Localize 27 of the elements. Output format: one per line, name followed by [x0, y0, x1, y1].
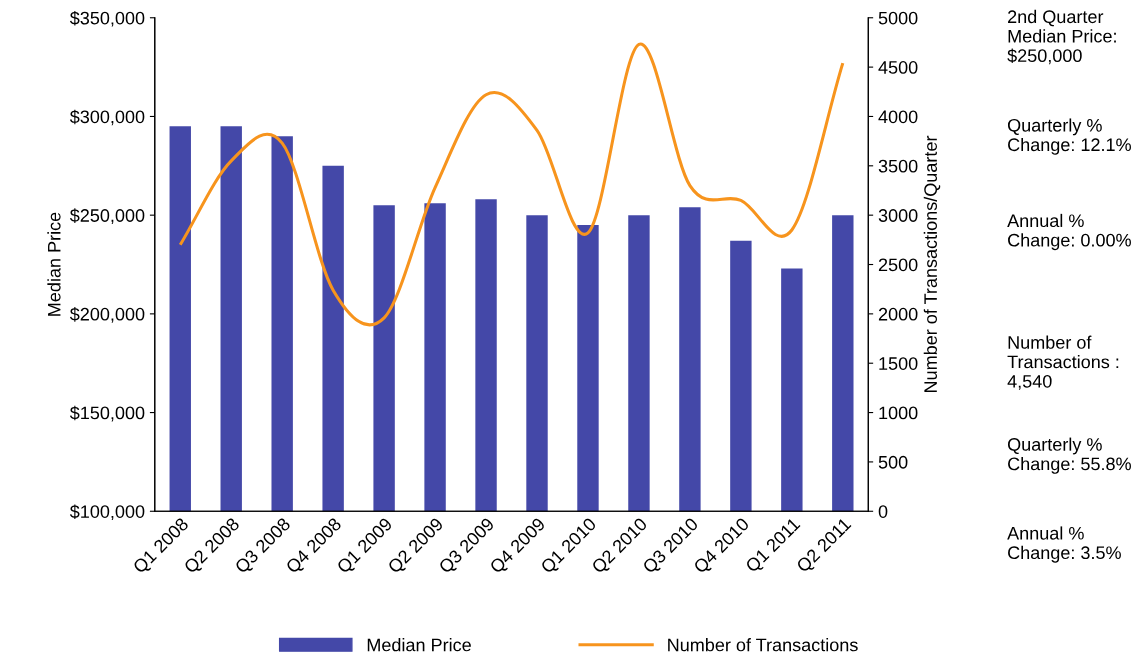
legend-label: Median Price — [367, 638, 471, 652]
text: 2nd Quarter Median Price: $250,000 — [1007, 9, 1116, 65]
legend-label: Number of Transactions — [668, 638, 858, 652]
y-tick-label: $100,000 — [69, 504, 145, 521]
y2-tick-label: 0 — [878, 505, 888, 518]
y2-tick-label: 5000 — [878, 11, 918, 25]
y-tick-label: $300,000 — [69, 109, 145, 126]
text: Annual % Change: 0.00% — [1007, 213, 1131, 251]
text: Quarterly % Change: 55.8% — [1007, 437, 1131, 474]
y2-tick-label: 2500 — [878, 258, 918, 272]
y2-tick-label: 2000 — [878, 307, 918, 321]
y2-tick-label: 3000 — [878, 209, 918, 222]
y2-tick-label: 1000 — [879, 406, 918, 420]
y-tick-label: $150,000 — [69, 405, 145, 422]
y2-tick-label: 500 — [878, 455, 908, 469]
y-tick-label: $200,000 — [69, 307, 145, 323]
y-tick-label: $350,000 — [69, 10, 145, 27]
y2-tick-label: 3500 — [878, 159, 918, 173]
y2-axis-title: Number of Transactions/Quarter — [923, 135, 941, 392]
text: Quarterly % Change: 12.1% — [1007, 118, 1131, 155]
y2-tick-label: 1500 — [879, 357, 918, 370]
y2-tick-label: 4000 — [878, 110, 918, 124]
text: Number of Transactions : 4,540 — [1007, 335, 1119, 390]
text: Annual % Change: 3.5% — [1007, 526, 1121, 563]
y-axis-title: Median Price — [47, 212, 61, 316]
y2-tick-label: 4500 — [878, 61, 918, 74]
y-tick-label: $250,000 — [69, 208, 145, 225]
